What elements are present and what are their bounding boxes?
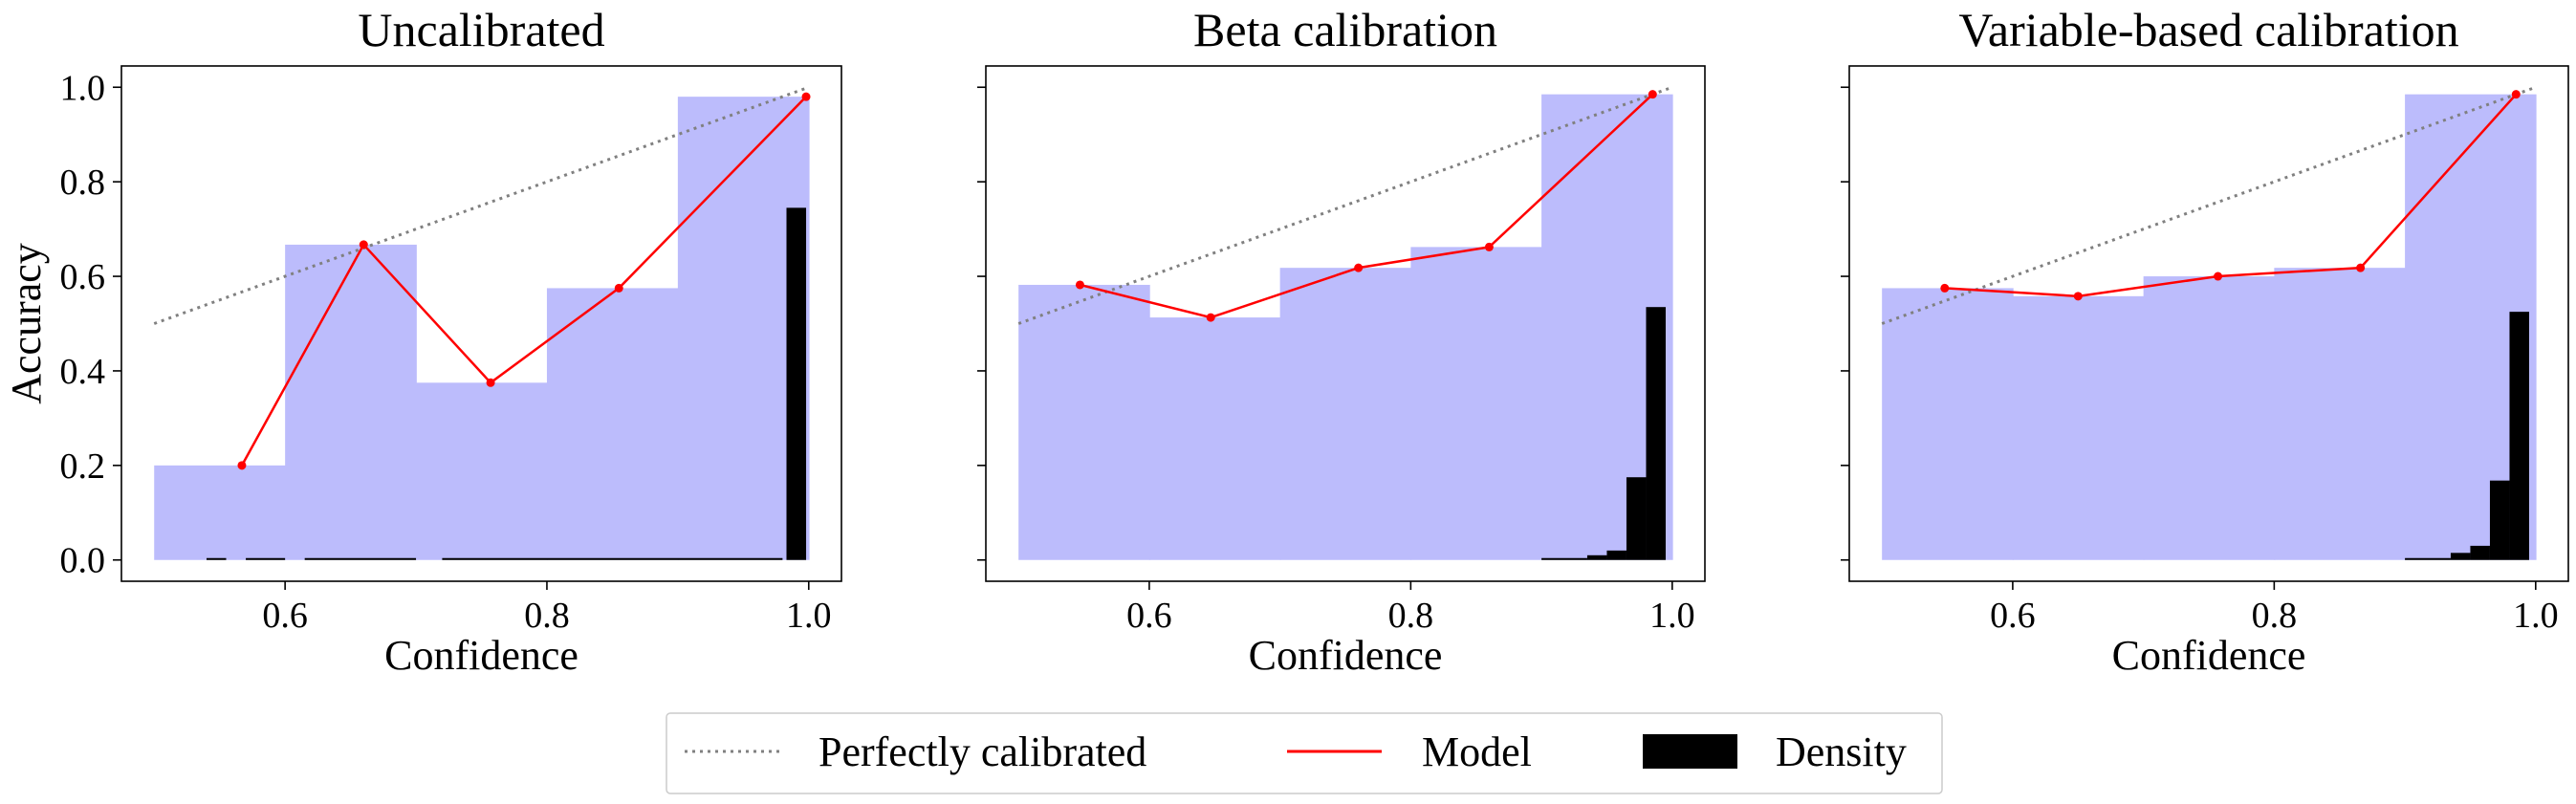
model-point: [614, 283, 623, 293]
x-tick-label: 1.0: [2513, 596, 2559, 636]
density-bar: [1626, 477, 1647, 560]
accuracy-bar: [1410, 247, 1542, 560]
accuracy-bar: [2274, 268, 2406, 560]
model-point: [2511, 90, 2521, 99]
accuracy-bar: [1018, 284, 1150, 560]
accuracy-bar: [154, 465, 286, 560]
perfect-calibration-line: [1017, 85, 1673, 325]
density-bar: [2470, 545, 2490, 560]
axes-frame: [1848, 65, 2569, 582]
y-tick-label: 0.4: [60, 352, 106, 392]
accuracy-bar: [416, 382, 548, 560]
y-tick-label: 0.6: [60, 257, 106, 297]
panel-1: 0.6 0.8 1.0 0.0 0.2 0.4 0.6 0.8 1.0 Uncalibrated C…: [3, 3, 842, 679]
y-axis-label: Accuracy: [3, 243, 50, 404]
density-bar: [2509, 312, 2529, 560]
density-bar: [1606, 550, 1626, 560]
perfect-calibration-line: [153, 85, 810, 325]
model-point: [2073, 292, 2083, 301]
x-tick-label: 0.6: [1990, 596, 2036, 636]
model-point: [1484, 242, 1494, 251]
density-bar: [2489, 480, 2510, 560]
x-tick-label: 0.6: [262, 596, 308, 636]
legend-label-model: Model: [1422, 728, 1532, 775]
panel-2: 0.6 0.8 1.0 Beta calibration Confidence: [977, 3, 1706, 679]
x-axis-label: Confidence: [384, 632, 579, 679]
y-tick-label: 0.0: [60, 541, 106, 581]
axes-frame: [120, 65, 842, 582]
model-point: [2356, 263, 2366, 272]
density-bar: [1646, 307, 1666, 560]
x-tick-label: 0.6: [1126, 596, 1172, 636]
model-point: [1648, 90, 1657, 99]
x-tick-label: 0.8: [2252, 596, 2298, 636]
x-tick-label: 0.8: [524, 596, 570, 636]
accuracy-bar: [1148, 317, 1281, 560]
x-axis-label: Confidence: [2112, 632, 2306, 679]
panel-3: 0.6 0.8 1.0 Variable-based calibration Confi…: [1841, 3, 2569, 679]
panel-title: Beta calibration: [1193, 3, 1497, 56]
legend: Perfectly calibrated Model Density: [666, 712, 1943, 794]
legend-frame: [666, 712, 1943, 794]
accuracy-bar: [546, 288, 679, 560]
density-bar: [2450, 553, 2471, 560]
model-point: [801, 92, 811, 101]
accuracy-bar: [2143, 276, 2276, 560]
density-bar: [246, 557, 286, 560]
y-tick-label: 0.8: [60, 163, 106, 203]
density-bar: [1586, 554, 1607, 560]
model-point: [359, 240, 368, 250]
panel-title: Variable-based calibration: [1958, 3, 2458, 56]
model-point: [237, 461, 247, 470]
model-point: [2214, 272, 2223, 281]
density-bar: [206, 557, 227, 560]
panel-title: Uncalibrated: [358, 3, 604, 56]
axes-frame: [985, 65, 1706, 582]
density-bar: [786, 207, 807, 560]
x-axis-label: Confidence: [1249, 632, 1443, 679]
x-tick-label: 1.0: [1649, 596, 1695, 636]
y-tick-label: 1.0: [60, 68, 106, 108]
legend-label-perfectly-calibrated: Perfectly calibrated: [819, 728, 1146, 775]
legend-density-swatch: [1643, 734, 1737, 769]
density-bar: [304, 557, 417, 560]
accuracy-bar: [1279, 268, 1412, 560]
accuracy-bar: [285, 244, 417, 560]
x-tick-label: 0.8: [1388, 596, 1434, 636]
legend-label-density: Density: [1776, 728, 1907, 775]
accuracy-bar: [2012, 295, 2145, 560]
accuracy-bar: [1882, 288, 2014, 560]
model-point: [1354, 263, 1364, 272]
density-bar: [2405, 557, 2451, 560]
model-point: [1075, 280, 1084, 290]
model-point: [1206, 313, 1215, 322]
x-tick-label: 1.0: [786, 596, 832, 636]
model-point: [486, 378, 495, 387]
density-bar: [442, 557, 783, 560]
density-bar: [1541, 557, 1587, 560]
panels: 0.6 0.8 1.0 0.0 0.2 0.4 0.6 0.8 1.0 Uncalibrated C…: [3, 3, 2569, 679]
y-tick-label: 0.2: [60, 446, 106, 487]
model-point: [1940, 283, 1950, 293]
perfect-calibration-line: [1881, 85, 2537, 325]
